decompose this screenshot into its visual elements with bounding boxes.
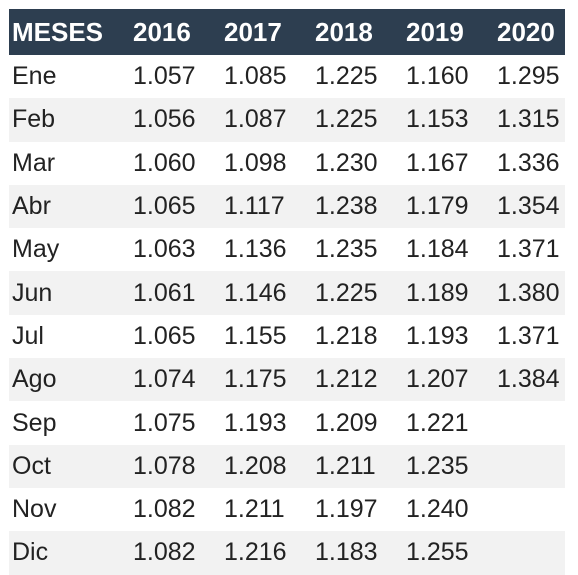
header-cell-2018: 2018 <box>315 16 373 47</box>
header-cell-2019: 2019 <box>406 16 464 47</box>
header-cell-2016: 2016 <box>133 16 191 47</box>
value-cell: 1.184 <box>406 235 469 264</box>
value-cell: 1.061 <box>133 278 196 307</box>
value-cell: 1.117 <box>224 192 285 221</box>
value-cell: 1.209 <box>315 408 378 437</box>
value-cell: 1.082 <box>133 538 196 567</box>
month-cell: Ago <box>12 365 57 394</box>
value-cell: 1.063 <box>133 235 196 264</box>
value-cell: 1.216 <box>224 538 287 567</box>
value-cell: 1.371 <box>497 321 560 350</box>
value-cell: 1.065 <box>133 321 196 350</box>
month-cell: Abr <box>12 192 51 221</box>
value-cell: 1.208 <box>224 451 287 480</box>
value-cell: 1.240 <box>406 495 469 524</box>
month-cell: Jul <box>12 321 44 350</box>
value-cell: 1.295 <box>497 62 560 91</box>
value-cell: 1.225 <box>315 105 378 134</box>
value-cell: 1.225 <box>315 62 378 91</box>
value-cell: 1.230 <box>315 148 378 177</box>
table-row: Dic 1.082 1.216 1.183 1.255 <box>9 531 565 575</box>
value-cell: 1.183 <box>315 538 378 567</box>
value-cell: 1.082 <box>133 495 196 524</box>
value-cell: 1.075 <box>133 408 196 437</box>
value-cell: 1.380 <box>497 278 560 307</box>
value-cell: 1.160 <box>406 62 469 91</box>
value-cell: 1.207 <box>406 365 469 394</box>
value-cell: 1.225 <box>315 278 378 307</box>
value-cell: 1.221 <box>406 408 469 437</box>
value-cell: 1.155 <box>224 321 287 350</box>
table-row: Jun 1.061 1.146 1.225 1.189 1.380 <box>9 271 565 315</box>
value-cell: 1.056 <box>133 105 196 134</box>
value-cell: 1.087 <box>224 105 287 134</box>
month-cell: Feb <box>12 105 56 134</box>
value-cell: 1.211 <box>224 495 285 524</box>
value-cell: 1.211 <box>315 451 376 480</box>
value-cell: 1.175 <box>224 365 287 394</box>
table-row: Oct 1.078 1.208 1.211 1.235 <box>9 444 565 488</box>
table-header-row: MESES 2016 2017 2018 2019 2020 <box>9 9 565 55</box>
value-cell: 1.167 <box>406 148 469 177</box>
table-row: Sep 1.075 1.193 1.209 1.221 <box>9 401 565 444</box>
month-cell: Ene <box>12 62 57 91</box>
value-cell: 1.197 <box>315 495 378 524</box>
table-row: Mar 1.060 1.098 1.230 1.167 1.336 <box>9 142 565 185</box>
value-cell: 1.193 <box>224 408 287 437</box>
table-row: Ago 1.074 1.175 1.212 1.207 1.384 <box>9 358 565 402</box>
month-cell: Nov <box>12 495 57 524</box>
value-cell: 1.146 <box>224 278 287 307</box>
value-cell: 1.078 <box>133 451 196 480</box>
table-row: Nov 1.082 1.211 1.197 1.240 <box>9 488 565 531</box>
month-cell: Oct <box>12 451 51 480</box>
value-cell: 1.235 <box>315 235 378 264</box>
value-cell: 1.136 <box>224 235 287 264</box>
value-cell: 1.189 <box>406 278 469 307</box>
value-cell: 1.384 <box>497 365 560 394</box>
header-cell-2020: 2020 <box>497 16 555 47</box>
value-cell: 1.074 <box>133 365 196 394</box>
value-cell: 1.065 <box>133 192 196 221</box>
month-cell: Mar <box>12 148 56 177</box>
month-cell: Jun <box>12 278 53 307</box>
value-cell: 1.193 <box>406 321 469 350</box>
value-cell: 1.354 <box>497 192 560 221</box>
month-cell: Sep <box>12 408 57 437</box>
table-row: Jul 1.065 1.155 1.218 1.193 1.371 <box>9 315 565 358</box>
table-row: Feb 1.056 1.087 1.225 1.153 1.315 <box>9 98 565 142</box>
value-cell: 1.212 <box>315 365 378 394</box>
value-cell: 1.179 <box>406 192 469 221</box>
table-row: May 1.063 1.136 1.235 1.184 1.371 <box>9 228 565 271</box>
value-cell: 1.315 <box>497 105 560 134</box>
table-row: Ene 1.057 1.085 1.225 1.160 1.295 <box>9 55 565 98</box>
value-cell: 1.153 <box>406 105 469 134</box>
month-cell: Dic <box>12 538 49 567</box>
value-cell: 1.085 <box>224 62 287 91</box>
value-cell: 1.238 <box>315 192 378 221</box>
value-cell: 1.255 <box>406 538 469 567</box>
value-cell: 1.218 <box>315 321 378 350</box>
value-cell: 1.371 <box>497 235 560 264</box>
header-cell-meses: MESES <box>12 16 104 47</box>
value-cell: 1.235 <box>406 451 469 480</box>
header-cell-2017: 2017 <box>224 16 282 47</box>
value-cell: 1.057 <box>133 62 196 91</box>
value-cell: 1.098 <box>224 148 287 177</box>
value-cell: 1.060 <box>133 148 196 177</box>
month-cell: May <box>12 235 60 264</box>
monthly-data-table: MESES 2016 2017 2018 2019 2020 Ene 1.057… <box>9 9 565 575</box>
value-cell: 1.336 <box>497 148 560 177</box>
table-row: Abr 1.065 1.117 1.238 1.179 1.354 <box>9 184 565 229</box>
